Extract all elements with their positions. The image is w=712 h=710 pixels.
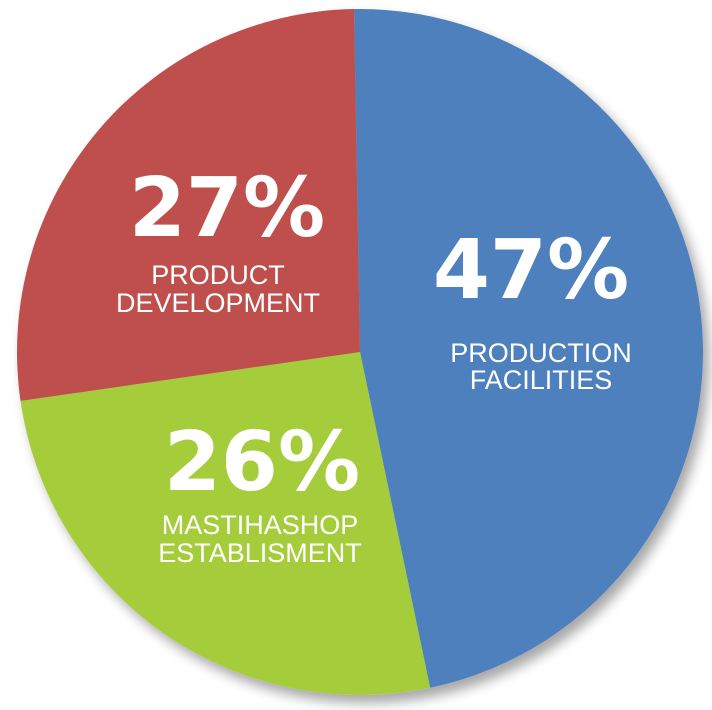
pie-slices	[17, 8, 704, 695]
percent-label-mastihashop-establisment: 26%	[164, 415, 360, 510]
category-label-facilities: FACILITIES	[470, 365, 613, 395]
slice-label-product-development: 27% PRODUCT DEVELOPMENT	[116, 161, 325, 318]
pie-slice-mastihashop-establisment	[20, 352, 431, 695]
slice-label-mastihashop-establisment: 26% MASTIHASHOP ESTABLISMENT	[158, 415, 362, 568]
category-label-development: DEVELOPMENT	[116, 288, 320, 318]
slice-label-production-facilities: 47% PRODUCTION FACILITIES	[433, 223, 632, 395]
category-label-production: PRODUCTION	[450, 338, 632, 368]
category-label-mastihashop: MASTIHASHOP	[162, 510, 359, 540]
category-label-product: PRODUCT	[151, 260, 285, 290]
percent-label-product-development: 27%	[129, 161, 325, 256]
category-label-establisment: ESTABLISMENT	[158, 538, 362, 568]
percent-label-production-facilities: 47%	[433, 223, 629, 318]
pie-slice-product-development	[17, 9, 361, 401]
pie-slice-production-facilities	[354, 8, 704, 688]
